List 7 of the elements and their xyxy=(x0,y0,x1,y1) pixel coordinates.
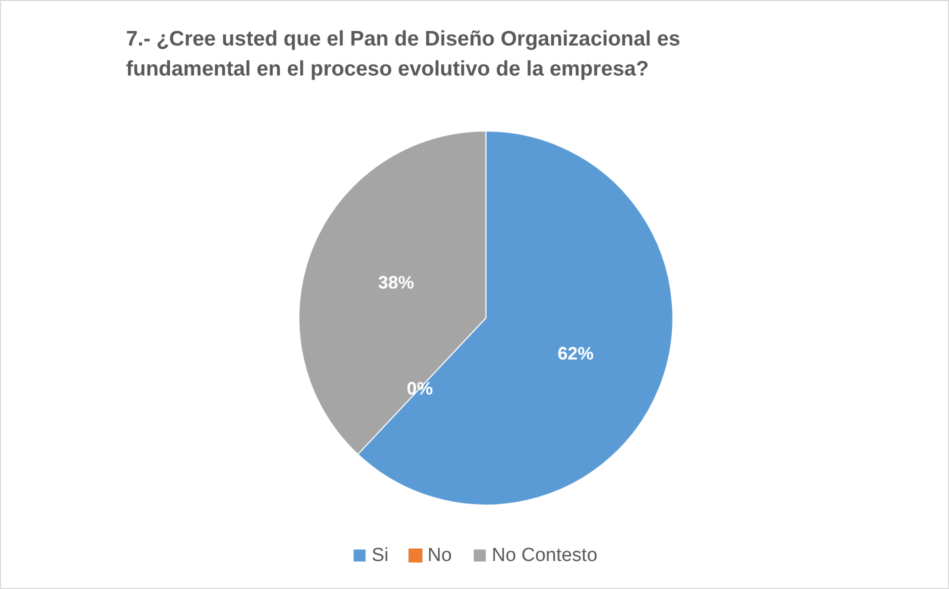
data-label: 62% xyxy=(558,344,594,364)
chart-title: 7.- ¿Cree usted que el Pan de Diseño Organizacional es fundamental en el proceso evolutivo de la empresa? xyxy=(126,28,686,80)
legend-label: No xyxy=(427,545,452,566)
data-label: 38% xyxy=(378,272,414,292)
legend-label: Si xyxy=(372,545,389,566)
text: 0% xyxy=(406,378,433,398)
legend-label: No Contesto xyxy=(492,545,598,566)
